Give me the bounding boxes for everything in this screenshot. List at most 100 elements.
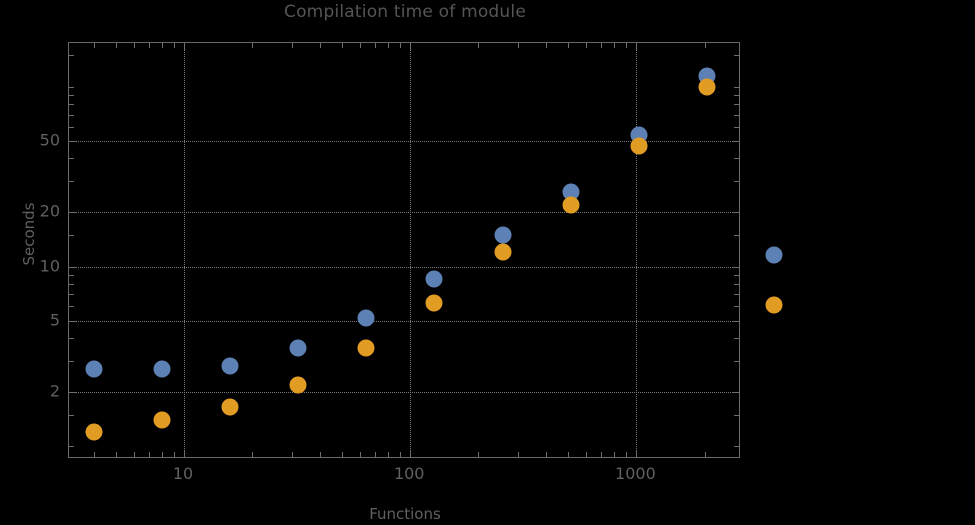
gridline-horizontal — [69, 140, 739, 142]
x-axis-minor-tick — [704, 452, 706, 457]
x-axis-minor-tick — [388, 452, 390, 457]
y-axis-tick-label: 20 — [39, 201, 60, 221]
y-axis-minor-tick — [734, 86, 739, 88]
data-point — [289, 376, 307, 394]
y-axis-tick-label: 2 — [49, 381, 60, 401]
data-point — [562, 196, 580, 214]
y-axis-minor-tick — [69, 234, 74, 236]
x-axis-minor-tick — [546, 452, 548, 457]
data-point — [698, 78, 716, 96]
data-point — [221, 398, 239, 416]
x-axis-minor-tick — [546, 43, 548, 48]
y-axis-minor-tick — [69, 283, 74, 285]
x-axis-minor-tick — [388, 43, 390, 48]
y-axis-minor-tick — [69, 414, 74, 416]
gridline-vertical — [184, 43, 186, 457]
x-axis-minor-tick — [586, 43, 588, 48]
y-axis-minor-tick — [69, 180, 74, 182]
x-axis-tick-labels: 10 100 1000 — [68, 458, 740, 488]
x-axis-minor-tick — [320, 43, 322, 48]
data-point — [494, 243, 512, 261]
x-axis-tick-label: 1000 — [615, 464, 656, 483]
y-axis-tick — [732, 140, 739, 142]
x-axis-minor-tick — [478, 452, 480, 457]
x-axis-minor-tick — [601, 452, 603, 457]
x-axis-minor-tick — [291, 43, 293, 48]
y-axis-minor-tick — [734, 180, 739, 182]
data-point — [494, 226, 512, 244]
x-axis-minor-tick — [162, 452, 164, 457]
x-axis-minor-tick — [149, 43, 150, 48]
y-axis-tick — [69, 392, 76, 394]
x-axis-minor-tick — [626, 43, 628, 48]
data-point — [85, 360, 103, 378]
x-axis-tick — [636, 43, 638, 50]
data-point — [153, 360, 171, 378]
y-axis-minor-tick — [734, 274, 739, 276]
x-axis-minor-tick — [704, 43, 706, 48]
y-axis-minor-tick — [734, 94, 739, 96]
x-axis-minor-tick — [399, 43, 401, 48]
y-axis-minor-tick — [69, 55, 74, 57]
gridline-vertical — [636, 43, 638, 457]
gridline-horizontal — [69, 320, 739, 322]
x-axis-tick-label: 10 — [172, 464, 194, 483]
x-axis-minor-tick — [252, 43, 254, 48]
data-point — [357, 339, 375, 357]
y-axis-tick-label: 10 — [39, 256, 60, 275]
y-axis-minor-tick — [734, 234, 739, 236]
x-axis-tick — [184, 43, 186, 50]
x-axis-minor-tick — [614, 43, 616, 48]
y-axis-minor-tick — [734, 126, 739, 128]
gridline-horizontal — [69, 212, 739, 214]
plot-area — [69, 43, 739, 457]
x-axis-minor-tick — [115, 43, 117, 48]
x-axis-minor-tick — [115, 452, 117, 457]
data-point — [153, 411, 171, 429]
x-axis-minor-tick — [133, 43, 135, 48]
y-axis-minor-tick — [734, 446, 739, 448]
x-axis-minor-tick — [94, 452, 96, 457]
gridline-horizontal — [69, 392, 739, 394]
x-axis-tick — [410, 43, 412, 50]
plot-frame — [68, 42, 740, 458]
data-point — [425, 270, 443, 288]
x-axis-minor-tick — [478, 43, 480, 48]
data-point — [85, 423, 103, 441]
y-axis-tick — [732, 320, 739, 322]
x-axis-minor-tick — [342, 452, 344, 457]
y-axis-tick — [69, 140, 76, 142]
y-axis-minor-tick — [69, 158, 74, 160]
x-axis-tick-label: 100 — [393, 464, 425, 483]
y-axis-tick-label: 5 — [49, 310, 60, 330]
y-axis-minor-tick — [69, 104, 74, 106]
data-point — [221, 357, 239, 375]
gridline-vertical — [410, 43, 412, 457]
y-axis-minor-tick — [69, 338, 74, 340]
y-axis-minor-tick — [69, 94, 74, 96]
x-axis-minor-tick — [342, 43, 344, 48]
chart-title: Compilation time of module — [284, 2, 526, 22]
x-axis-minor-tick — [173, 452, 175, 457]
y-axis-minor-tick — [69, 274, 74, 276]
x-axis-tick — [184, 450, 186, 457]
x-axis-minor-tick — [133, 452, 135, 457]
y-axis-minor-tick — [69, 114, 74, 116]
y-axis-minor-tick — [69, 294, 74, 296]
x-axis-minor-tick — [94, 43, 96, 48]
x-axis-minor-tick — [586, 452, 588, 457]
y-axis-minor-tick — [69, 360, 74, 362]
x-axis-minor-tick — [375, 43, 377, 48]
y-axis-minor-tick — [734, 114, 739, 116]
data-point — [425, 294, 443, 312]
y-axis-tick — [732, 266, 739, 268]
x-axis-minor-tick — [173, 43, 175, 48]
x-axis-minor-tick — [626, 452, 628, 457]
x-axis-minor-tick — [291, 452, 293, 457]
y-axis-tick — [732, 212, 739, 214]
data-point — [562, 183, 580, 201]
x-axis-minor-tick — [518, 452, 520, 457]
x-axis-minor-tick — [568, 452, 570, 457]
x-axis-minor-tick — [360, 43, 362, 48]
